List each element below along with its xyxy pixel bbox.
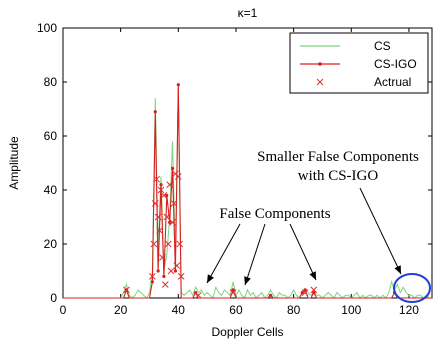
annotation-arrows [206, 187, 402, 286]
data-point-marker [177, 273, 185, 280]
arrow-head [207, 274, 214, 283]
data-point-marker [167, 267, 175, 275]
data-point-marker [176, 240, 184, 248]
y-tick-label: 80 [44, 75, 58, 89]
legend-entry: CS-IGO [300, 57, 417, 71]
data-point-marker [163, 213, 171, 221]
data-point-marker [160, 192, 168, 199]
series-layer [63, 83, 432, 299]
data-point-marker [174, 173, 182, 180]
x-tick-label: 0 [60, 303, 67, 317]
data-point [268, 293, 273, 297]
data-point [165, 193, 169, 197]
data-point-marker [161, 281, 169, 288]
data-point-marker [195, 291, 202, 299]
data-point [303, 288, 307, 292]
legend: CS CS-IGO Actrual [289, 32, 429, 94]
x-tick-label: 20 [114, 303, 128, 317]
y-axis-label: Amplitude [7, 136, 21, 190]
data-point-marker [169, 219, 176, 226]
legend-box [289, 32, 429, 94]
data-point [159, 183, 163, 187]
data-point [173, 269, 178, 273]
y-tick-label: 60 [44, 129, 58, 143]
data-point-marker [153, 175, 161, 183]
annotation-false-components: False Components [219, 206, 330, 222]
legend-entry: Actrual [316, 75, 411, 89]
data-point [170, 166, 175, 170]
data-point-marker [166, 181, 174, 188]
plot-area: 0 20 40 60 80 100 120 0 20 40 60 80 100 [37, 21, 433, 317]
data-point-marker [173, 262, 181, 269]
annotation-arrow [289, 223, 317, 281]
data-point [168, 220, 172, 224]
legend-label: CS-IGO [374, 57, 417, 71]
data-point [162, 274, 166, 278]
data-point-marker [229, 289, 237, 296]
data-point-marker [310, 286, 318, 294]
legend-swatch [316, 78, 324, 86]
data-point [312, 291, 316, 295]
highlight-circle [393, 273, 431, 303]
arrow-head [394, 265, 401, 274]
annotation-arrow [206, 223, 241, 284]
data-point-marker [159, 254, 166, 261]
data-point-marker [151, 200, 159, 207]
y-tick-label: 40 [44, 183, 58, 197]
data-point-marker [157, 186, 165, 194]
data-point-marker [149, 273, 156, 280]
data-point [150, 280, 154, 284]
series-line [63, 84, 432, 299]
x-tick-label: 120 [399, 303, 419, 317]
data-point [153, 110, 157, 114]
data-point [176, 83, 180, 87]
data-point-marker [154, 213, 162, 221]
y-tick-label: 100 [37, 21, 57, 35]
annotation-with-cs-igo: with CS-IGO [298, 168, 379, 184]
legend-label: CS [374, 39, 391, 53]
data-point-marker [164, 240, 172, 248]
annotations: False Components Smaller False Component… [206, 149, 431, 303]
x-axis-label: Doppler Cells [211, 325, 283, 339]
annotation-smaller-false-components: Smaller False Components [257, 149, 419, 165]
annotation-arrow [244, 223, 266, 286]
data-point-marker [156, 227, 163, 234]
data-point-marker [150, 240, 158, 248]
legend-entries: CS CS-IGO Actrual [300, 39, 417, 89]
annotation-arrow [359, 187, 402, 275]
x-tick-label: 40 [172, 303, 186, 317]
chart-title: κ=1 [238, 6, 258, 20]
data-point [156, 269, 160, 273]
series-actrual [123, 170, 318, 299]
data-point [231, 288, 235, 292]
x-tick-label: 80 [287, 303, 301, 317]
data-point-marker [301, 289, 309, 296]
y-tick-label: 20 [44, 237, 58, 251]
arrow-head [309, 271, 316, 280]
data-point [300, 291, 304, 295]
x-tick-label: 100 [341, 303, 361, 317]
ticks-layer: 0 20 40 60 80 100 120 0 20 40 60 80 100 [37, 21, 432, 317]
legend-label: Actrual [374, 75, 411, 89]
data-point-marker [170, 200, 178, 207]
data-point-marker [123, 286, 130, 294]
legend-entry: CS [300, 39, 391, 53]
x-tick-label: 60 [229, 303, 243, 317]
y-tick-label: 0 [50, 291, 57, 305]
series-cs-igo [63, 83, 432, 299]
legend-swatch-dot [318, 62, 322, 66]
arrow-head [244, 276, 251, 285]
